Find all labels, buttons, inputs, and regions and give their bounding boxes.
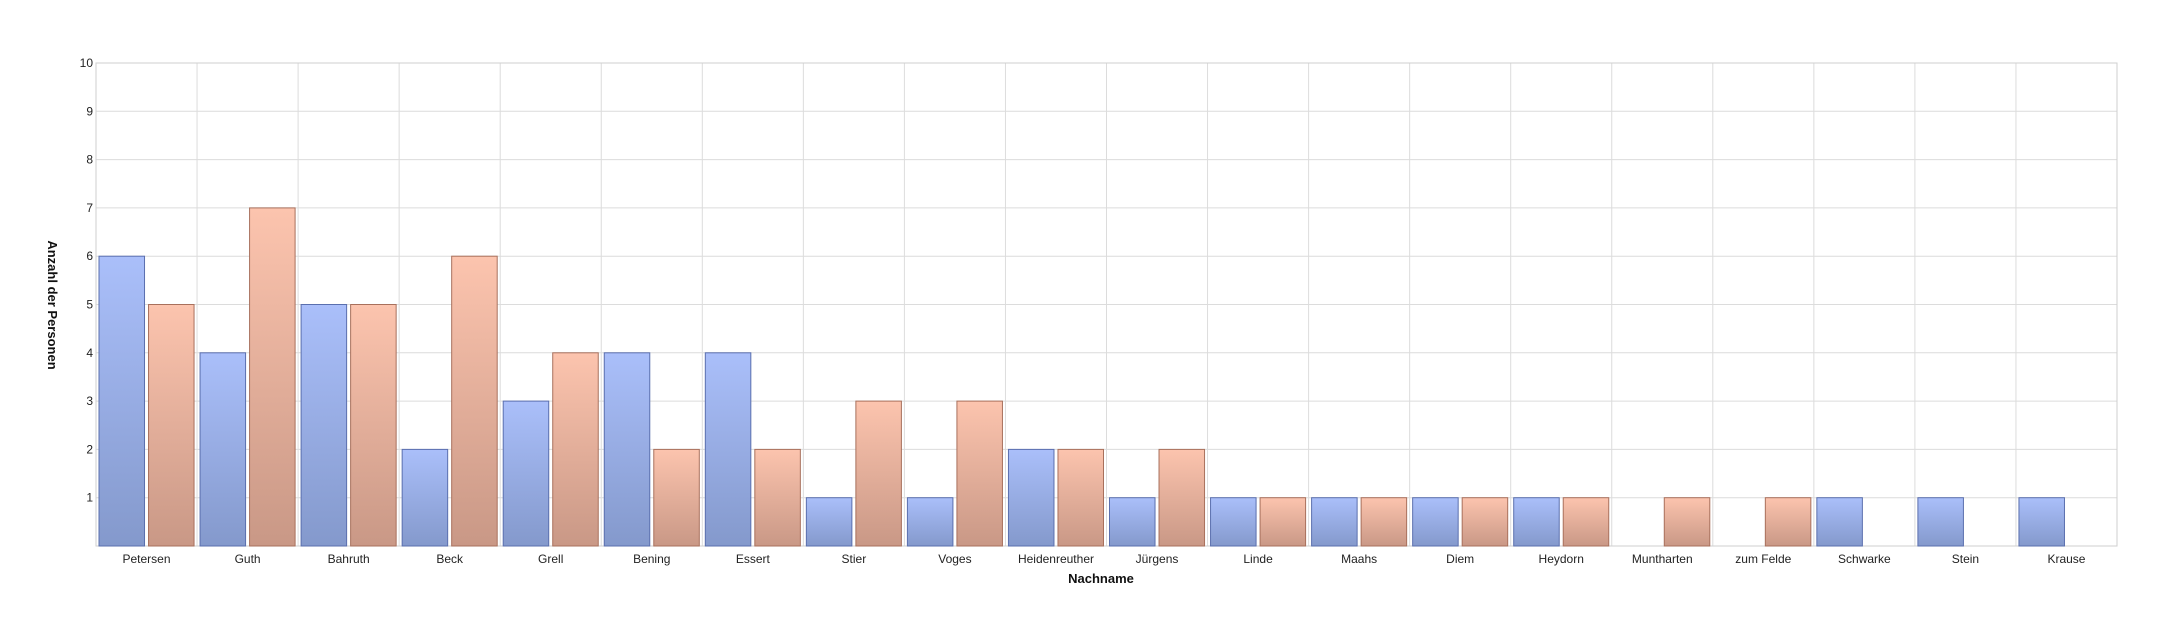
bar [502, 400, 550, 547]
x-tick-label: Guth [235, 552, 261, 566]
y-tick-label: 2 [86, 442, 93, 456]
bar [2018, 497, 2065, 547]
bar [199, 352, 247, 547]
x-tick-label: Maahs [1341, 552, 1377, 566]
grid [95, 62, 2118, 547]
bar [1057, 448, 1104, 547]
y-tick-label: 5 [86, 298, 93, 312]
bar [451, 255, 498, 547]
bar [906, 497, 954, 547]
x-tick-label: Stein [1952, 552, 1979, 566]
x-tick-label: Bening [633, 552, 670, 566]
x-tick-label: Krause [2047, 552, 2085, 566]
y-tick-label: 10 [80, 56, 94, 70]
bar [1259, 497, 1307, 547]
bar [603, 352, 651, 547]
bar [1311, 497, 1358, 547]
x-tick-label: Heydorn [1539, 552, 1584, 566]
bar [805, 497, 853, 547]
x-axis-title: Nachname [1068, 571, 1134, 586]
bar [1917, 497, 1964, 547]
x-tick-label: Diem [1446, 552, 1474, 566]
bar [300, 304, 348, 547]
x-tick-label: Jürgens [1136, 552, 1179, 566]
bar [1461, 497, 1509, 547]
bar [1158, 448, 1206, 547]
bar [249, 207, 296, 547]
x-tick-label: Bahruth [328, 552, 370, 566]
bar [1210, 497, 1257, 547]
y-tick-label: 3 [86, 394, 93, 408]
x-tick-label: Linde [1243, 552, 1273, 566]
bar [956, 400, 1003, 547]
axes: 1 2 3 4 5 6 7 8 9 10 Petersen Guth Bahruth Beck Grell B… [80, 56, 2086, 566]
x-tick-label: zum Felde [1735, 552, 1791, 566]
y-tick-label: 8 [86, 153, 93, 167]
x-tick-label: Essert [736, 552, 771, 566]
y-tick-label: 4 [86, 346, 93, 360]
bar [1816, 497, 1863, 547]
bar [855, 400, 902, 547]
y-tick-label: 9 [86, 104, 93, 118]
bar [1562, 497, 1610, 547]
y-tick-label: 6 [86, 249, 93, 263]
bar [1360, 497, 1408, 547]
x-tick-label: Heidenreuther [1018, 552, 1094, 566]
x-tick-label: Beck [436, 552, 464, 566]
bar [1513, 497, 1560, 547]
bar [1109, 497, 1156, 547]
bar [552, 352, 599, 547]
bar [350, 304, 397, 547]
x-tick-label: Schwarke [1838, 552, 1891, 566]
x-tick-label: Voges [938, 552, 971, 566]
bar [1663, 497, 1711, 547]
bar [1007, 448, 1055, 547]
y-tick-label: 7 [86, 201, 93, 215]
x-tick-label: Petersen [123, 552, 171, 566]
x-tick-label: Muntharten [1632, 552, 1693, 566]
bars [98, 207, 2065, 547]
x-tick-label: Stier [842, 552, 867, 566]
bar [401, 448, 449, 547]
bar [148, 304, 195, 547]
y-axis-title: Anzahl der Personen [45, 240, 60, 369]
plot-border [95, 62, 2118, 547]
x-tick-label: Grell [538, 552, 563, 566]
bar [704, 352, 752, 547]
bar [98, 255, 146, 547]
bar [754, 448, 801, 547]
bar [1412, 497, 1459, 547]
bar [653, 448, 700, 547]
bar [1764, 497, 1812, 547]
y-tick-label: 1 [86, 491, 93, 505]
